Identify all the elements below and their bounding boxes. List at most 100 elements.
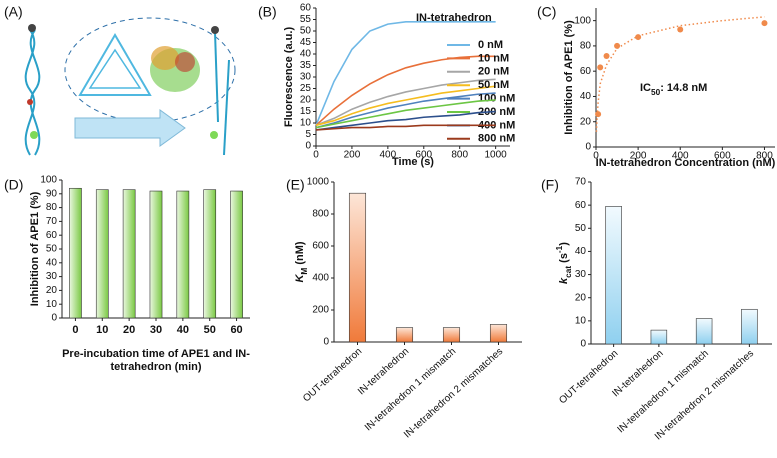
legend-label: 10 nM [478, 52, 509, 64]
point [603, 53, 610, 60]
x-tick-label: 60 [230, 324, 242, 336]
x-tick-label: 600 [714, 151, 731, 162]
x-tick-label: 200 [630, 151, 647, 162]
y-tick-label: 400 [312, 273, 329, 284]
series-line [315, 55, 496, 126]
protein [175, 52, 195, 72]
y-tick-label: 40 [300, 49, 312, 60]
series-line [315, 85, 496, 127]
bar [695, 318, 713, 345]
x-tick-label: 400 [380, 150, 397, 161]
bar [650, 329, 668, 345]
bar [605, 206, 622, 345]
y-tick-label: 1000 [307, 177, 330, 188]
x-axis-label: Pre-incubation time of APE1 and IN- [62, 348, 250, 360]
x-tick-label: OUT-tetrahedron [557, 348, 620, 406]
y-tick-label: 30 [300, 72, 312, 83]
y-tick-label: 0 [323, 337, 329, 348]
x-tick-label: IN-tetrahedron 2 mismatches [653, 348, 756, 442]
label-part: cat [564, 266, 573, 278]
y-tick-label: 20 [575, 292, 587, 303]
y-tick-label: 70 [575, 177, 587, 188]
point [597, 64, 604, 71]
y-tick-label: 0 [305, 141, 311, 152]
label-part: (nM) [294, 241, 306, 268]
y-tick-label: 15 [300, 106, 312, 117]
y-tick-label: 60 [575, 200, 587, 211]
y-tick-label: 70 [46, 216, 58, 227]
legend-title: IN-tetrahedron [416, 12, 492, 24]
x-tick-label: 800 [756, 151, 773, 162]
arrow [74, 109, 186, 147]
x-tick-label: 400 [672, 151, 689, 162]
panel-label: (D) [4, 177, 23, 193]
bar [230, 190, 243, 319]
y-axis-label: Fluorescence (a.u.) [283, 27, 295, 128]
y-tick-label: 600 [312, 241, 329, 252]
tetrahedron [88, 48, 142, 89]
y-tick-label: 0 [51, 313, 57, 324]
legend-label: 20 nM [478, 66, 509, 78]
label-part: -1 [555, 245, 564, 253]
bar [176, 190, 190, 319]
y-tick-label: 60 [580, 66, 592, 77]
y-tick-label: 50 [575, 223, 587, 234]
label-part: IC [640, 82, 651, 94]
label-dot [28, 24, 36, 32]
bar [149, 190, 163, 319]
y-tick-label: 90 [46, 188, 58, 199]
label-part: ) [558, 242, 570, 246]
point [761, 20, 768, 27]
y-axis-label: kcat (s-1) [555, 242, 573, 284]
x-tick-label: 0 [313, 150, 319, 161]
y-tick-label: 30 [46, 271, 58, 282]
annotation: IC50: 14.8 nM [640, 82, 707, 97]
x-tick-label: 600 [415, 150, 432, 161]
series-line [315, 21, 496, 126]
y-tick-label: 20 [300, 95, 312, 106]
y-tick-label: 10 [300, 118, 312, 129]
diagram-a: (A) [4, 4, 236, 156]
y-tick-label: 10 [575, 315, 587, 326]
y-tick-label: 55 [300, 14, 312, 25]
y-tick-label: 60 [300, 3, 312, 14]
point [635, 34, 642, 41]
panel-label: (F) [541, 177, 559, 193]
label-part: k [558, 277, 570, 284]
legend-label: 50 nM [478, 79, 509, 91]
bar [203, 189, 217, 319]
x-tick-label: 1000 [485, 150, 508, 161]
bar [395, 327, 414, 343]
panel-label: (C) [537, 4, 556, 20]
legend-label: 200 nM [478, 106, 515, 118]
y-axis-label: KM (nM) [294, 241, 309, 282]
point [677, 26, 684, 33]
y-tick-label: 100 [40, 175, 57, 186]
panel-label: (E) [286, 177, 305, 193]
x-tick-label: 50 [204, 324, 216, 336]
label-dot [30, 131, 38, 139]
y-tick-label: 50 [46, 244, 58, 255]
point [614, 42, 621, 49]
x-tick-label: OUT-tetrahedron [301, 346, 364, 404]
y-tick-label: 0 [580, 339, 586, 350]
fit-line [595, 16, 765, 132]
bar [95, 189, 109, 319]
x-tick-label: 0 [72, 324, 78, 336]
x-axis-label: IN-tetrahedron Concentration (nM) [596, 157, 776, 169]
label-part: M [300, 268, 309, 275]
legend-label: 0 nM [478, 39, 503, 51]
point [595, 111, 602, 118]
series-line [315, 99, 496, 129]
label-part: : 14.8 nM [660, 82, 707, 94]
x-axis-label: Time (s) [392, 156, 434, 168]
series-line [315, 78, 496, 127]
y-tick-label: 0 [585, 142, 591, 153]
dna-fragment [214, 31, 219, 123]
y-tick-label: 25 [300, 83, 312, 94]
x-tick-label: 20 [123, 324, 135, 336]
bar [741, 308, 758, 345]
dna-strand [29, 29, 41, 156]
dna-strand [24, 29, 36, 156]
